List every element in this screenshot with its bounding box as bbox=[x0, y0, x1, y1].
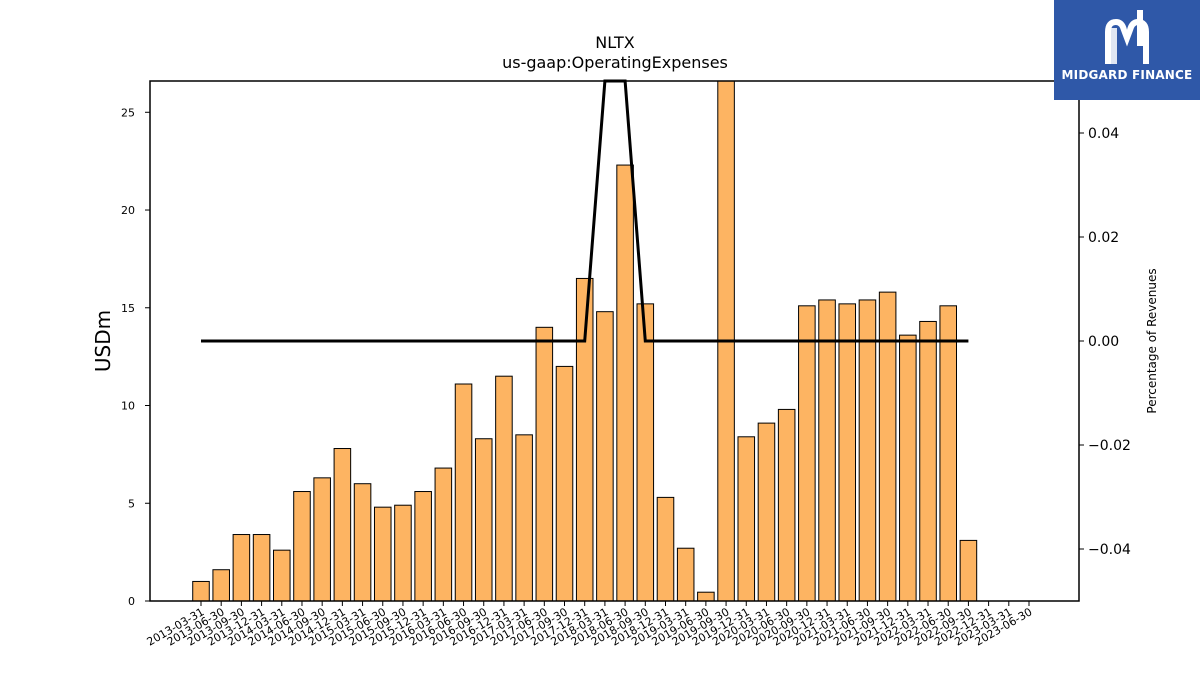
chart-subtitle: us-gaap:OperatingExpenses bbox=[502, 53, 728, 72]
bar bbox=[616, 164, 634, 602]
logo-text: MIDGARD FINANCE bbox=[1061, 68, 1193, 82]
bar bbox=[899, 334, 917, 602]
bar bbox=[596, 311, 614, 602]
bar bbox=[636, 303, 655, 602]
bar bbox=[919, 320, 937, 602]
y-tick-label: 5 bbox=[128, 497, 135, 510]
y2-axis-label: Percentage of Revenues bbox=[1145, 268, 1159, 413]
bar bbox=[474, 438, 493, 602]
bar bbox=[878, 291, 897, 602]
bar bbox=[373, 506, 392, 602]
line-group bbox=[201, 79, 969, 343]
bar bbox=[656, 496, 675, 602]
bar bbox=[454, 383, 473, 602]
y-tick-label: 25 bbox=[121, 106, 135, 119]
y2-tick-label: −0.02 bbox=[1088, 438, 1131, 454]
chart-title: NLTX bbox=[595, 33, 634, 52]
bar bbox=[555, 365, 574, 602]
bar bbox=[252, 534, 271, 602]
bar bbox=[818, 299, 836, 602]
bar bbox=[838, 303, 857, 602]
bar bbox=[273, 549, 291, 602]
logo-mark-icon bbox=[1105, 10, 1149, 64]
y2-tick-label: 0.04 bbox=[1088, 126, 1119, 142]
bar bbox=[293, 491, 311, 602]
bar bbox=[676, 547, 695, 602]
bar bbox=[858, 299, 877, 602]
bar bbox=[777, 408, 796, 602]
y-axis-label: USDm bbox=[91, 310, 115, 372]
bar bbox=[414, 491, 432, 602]
bar bbox=[939, 305, 958, 602]
y-axis: 0 5 10 15 20 25 bbox=[121, 106, 150, 608]
bar bbox=[959, 539, 978, 602]
bar bbox=[192, 580, 210, 602]
x-axis: 2013-03-312013-06-302013-09-302013-12-31… bbox=[145, 601, 1035, 649]
bar bbox=[353, 483, 372, 602]
y-tick-label: 20 bbox=[121, 204, 135, 217]
y2-axis: −0.04 −0.02 0.00 0.02 0.04 bbox=[1079, 126, 1131, 558]
bar bbox=[535, 326, 554, 602]
bar bbox=[737, 436, 756, 602]
y-tick-label: 0 bbox=[128, 595, 135, 608]
y2-tick-label: −0.04 bbox=[1088, 542, 1131, 558]
series-line bbox=[201, 79, 969, 343]
logo: MIDGARD FINANCE bbox=[1054, 0, 1200, 100]
bar bbox=[232, 534, 251, 602]
bar bbox=[313, 477, 331, 602]
bar bbox=[212, 569, 230, 602]
bar bbox=[697, 591, 715, 602]
bar bbox=[434, 467, 453, 602]
y-tick-label: 15 bbox=[121, 302, 135, 315]
bar bbox=[394, 504, 412, 602]
bar bbox=[515, 434, 533, 602]
bar bbox=[495, 375, 513, 602]
bar bbox=[798, 305, 816, 602]
y2-tick-label: 0.02 bbox=[1088, 230, 1119, 246]
y-tick-label: 10 bbox=[121, 400, 135, 413]
bar bbox=[333, 448, 352, 602]
bar bbox=[757, 422, 776, 602]
y2-tick-label: 0.00 bbox=[1088, 334, 1119, 350]
